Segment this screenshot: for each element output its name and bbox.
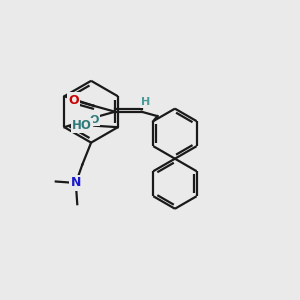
Text: HO: HO bbox=[72, 119, 92, 132]
Text: N: N bbox=[70, 176, 81, 190]
Text: H: H bbox=[141, 97, 151, 107]
Text: O: O bbox=[68, 94, 79, 106]
Text: O: O bbox=[89, 115, 98, 125]
